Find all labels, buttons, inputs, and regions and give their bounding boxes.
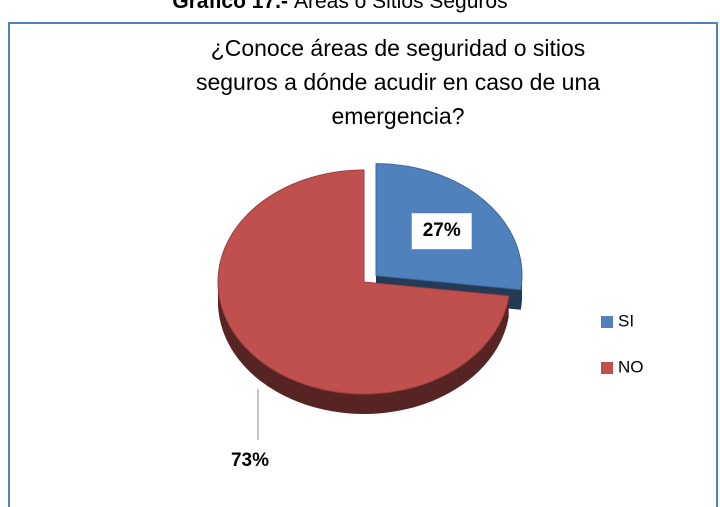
chart-title-line: emergencia?	[332, 103, 465, 129]
legend-swatch	[601, 316, 613, 328]
legend-label: NO	[618, 357, 644, 376]
legend-label: SI	[618, 311, 634, 330]
legend-swatch	[601, 362, 613, 374]
data-label-box	[411, 213, 472, 250]
pie-slice	[217, 169, 510, 395]
figure-caption: Gráfico 17.- Áreas o Sitios Seguros	[172, 0, 507, 13]
pie: 27% 73%	[217, 163, 523, 471]
data-label: 73%	[231, 450, 269, 471]
chart-title-line: seguros a dónde acudir en caso de una	[196, 69, 600, 95]
chart-title-line: ¿Conoce áreas de seguridad o sitios	[211, 35, 586, 61]
legend: SI NO	[601, 311, 644, 376]
figure-label: Gráfico 17.-	[172, 0, 288, 13]
chart-title: ¿Conoce áreas de seguridad o sitios segur…	[196, 35, 600, 129]
data-label: 27%	[423, 220, 461, 241]
figure-title: Áreas o Sitios Seguros	[294, 0, 508, 13]
